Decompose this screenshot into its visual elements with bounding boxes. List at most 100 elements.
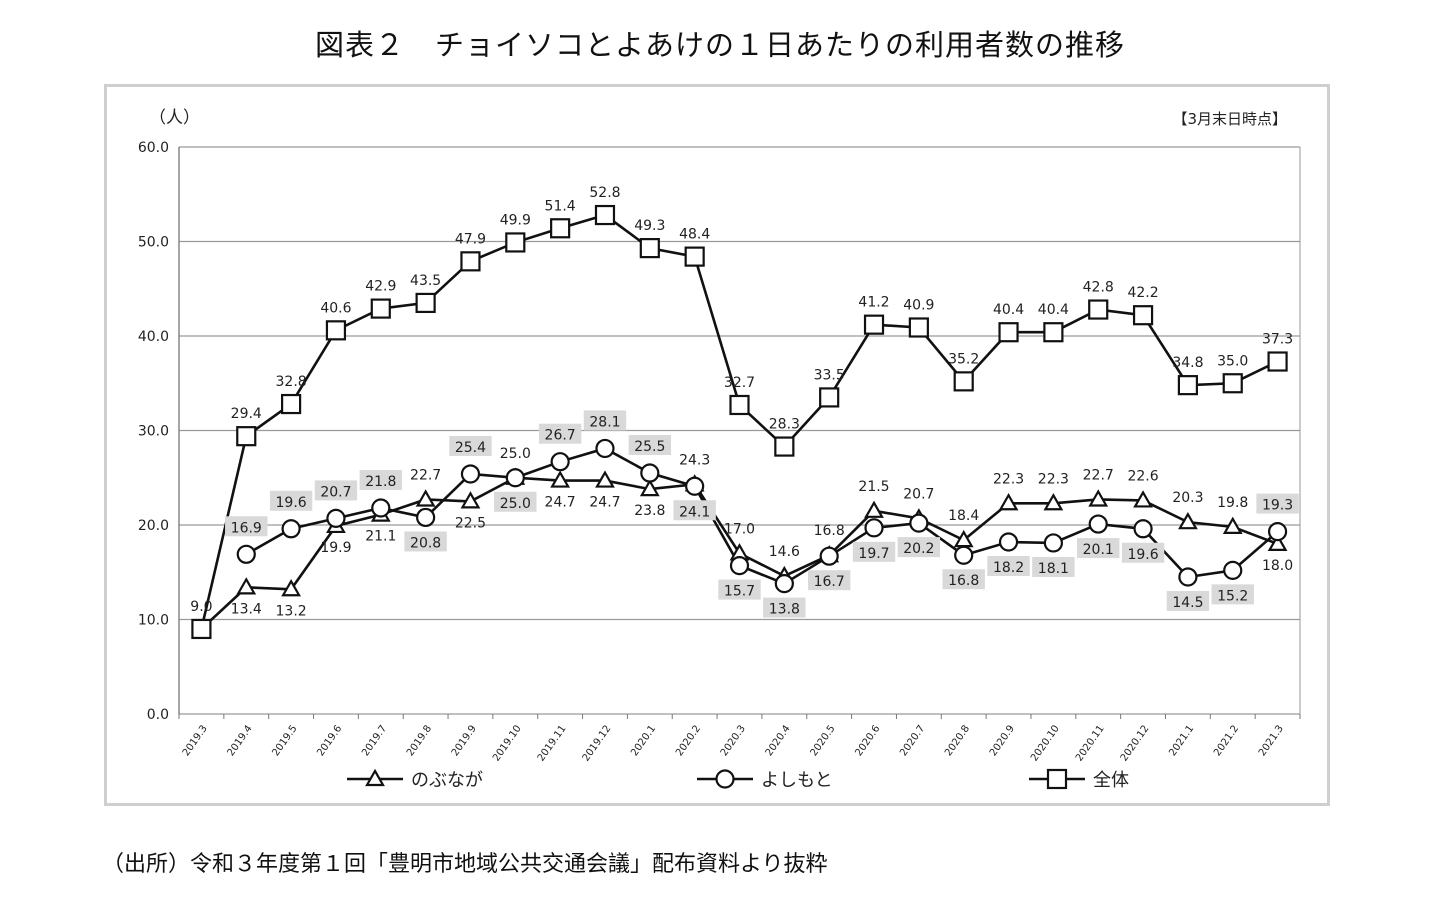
- data-label: 20.8: [410, 535, 441, 551]
- data-point-triangle: [1043, 493, 1064, 511]
- data-label: 48.4: [679, 227, 710, 243]
- data-point-circle: [640, 463, 660, 483]
- data-point-square: [415, 292, 436, 314]
- data-label: 41.2: [858, 295, 889, 311]
- x-tick-label: 2020.7: [898, 723, 927, 758]
- legend-label: のぶなが: [411, 770, 483, 791]
- data-label: 16.9: [231, 520, 262, 536]
- data-label: 49.3: [634, 218, 665, 234]
- data-point-square: [684, 246, 705, 267]
- x-tick-label: 2020.2: [674, 723, 703, 758]
- data-label-bg: [1211, 584, 1254, 605]
- data-label: 18.4: [948, 508, 979, 524]
- data-label-bg: [987, 556, 1030, 577]
- data-label: 35.0: [1217, 353, 1248, 369]
- data-label: 19.8: [1217, 495, 1248, 511]
- x-tick-label: 2019.3: [181, 723, 210, 758]
- data-label: 26.7: [545, 428, 576, 444]
- x-tick-label: 2020.5: [809, 723, 838, 758]
- data-label: 33.5: [814, 367, 845, 383]
- data-point-square: [819, 387, 840, 408]
- data-label: 28.3: [769, 417, 800, 433]
- data-point-circle: [1178, 567, 1198, 587]
- data-point-circle: [685, 476, 705, 496]
- x-tick-label: 2019.11: [536, 723, 569, 763]
- data-label: 40.4: [1038, 302, 1069, 318]
- data-point-triangle: [1088, 489, 1109, 507]
- data-label: 52.8: [589, 185, 620, 201]
- data-label: 17.0: [724, 521, 755, 537]
- data-label: 20.7: [903, 486, 934, 502]
- data-label: 29.4: [231, 406, 262, 422]
- data-point-circle: [460, 464, 481, 484]
- data-point-square: [594, 204, 616, 226]
- x-tick-label: 2019.10: [491, 723, 524, 763]
- data-label-bg: [673, 500, 716, 521]
- data-point-circle: [236, 544, 256, 564]
- x-tick-label: 2021.3: [1257, 723, 1286, 758]
- data-label: 19.6: [1127, 547, 1158, 563]
- data-point-circle: [819, 546, 839, 566]
- data-label: 13.2: [276, 603, 307, 619]
- legend-marker-triangle: [365, 768, 385, 787]
- x-tick-label: 2021.2: [1212, 723, 1241, 758]
- data-label: 25.0: [500, 446, 531, 462]
- data-point-triangle: [550, 470, 571, 488]
- data-label: 13.8: [769, 602, 800, 618]
- data-label: 25.5: [634, 439, 665, 455]
- chart-frame: 0.0 10.0 20.0 30.0 40.0 50.0 60.0 2019.3 2019.4 2…: [104, 84, 1330, 806]
- data-label: 14.6: [769, 544, 800, 560]
- data-label-bg: [1077, 538, 1120, 559]
- y-tick-label: 20.0: [138, 518, 169, 534]
- data-label: 22.5: [455, 515, 486, 531]
- data-point-circle: [326, 508, 346, 528]
- data-point-square: [953, 371, 974, 392]
- x-tick-label: 2019.9: [450, 723, 479, 758]
- x-tick-label: 2019.8: [405, 723, 434, 758]
- x-tick-label: 2020.11: [1074, 723, 1107, 763]
- data-point-triangle: [236, 577, 257, 595]
- data-label: 47.9: [455, 231, 486, 247]
- data-label: 18.0: [1262, 558, 1293, 574]
- data-point-circle: [595, 438, 615, 459]
- legend-label: 全体: [1093, 770, 1129, 791]
- data-label: 24.7: [545, 495, 576, 511]
- data-point-circle: [1267, 522, 1288, 542]
- data-label-bg: [763, 597, 806, 618]
- data-label: 51.4: [545, 198, 576, 214]
- data-label: 40.9: [903, 297, 934, 313]
- data-point-circle: [281, 519, 301, 539]
- data-label: 20.1: [1083, 542, 1114, 558]
- data-label: 21.5: [858, 479, 889, 495]
- data-label: 25.0: [500, 496, 531, 512]
- x-tick-label: 2021.1: [1167, 723, 1196, 758]
- data-point-circle: [550, 452, 570, 472]
- data-point-square: [1267, 351, 1288, 372]
- data-point-circle: [1043, 533, 1063, 553]
- data-label-bg: [942, 569, 985, 590]
- data-label: 16.8: [948, 573, 979, 589]
- data-label-bg: [583, 410, 627, 431]
- data-point-square: [550, 218, 571, 239]
- data-label: 42.9: [365, 279, 396, 295]
- y-tick-label: 50.0: [138, 235, 169, 251]
- data-point-square: [1222, 373, 1243, 394]
- data-label: 19.9: [320, 540, 351, 556]
- data-point-circle: [1223, 560, 1243, 580]
- data-point-square: [325, 320, 347, 341]
- data-point-circle: [729, 556, 750, 576]
- data-label-bg: [1256, 493, 1299, 514]
- data-point-triangle: [1267, 533, 1288, 551]
- y-unit-label: （人）: [149, 108, 200, 128]
- data-label: 19.7: [858, 546, 889, 562]
- source-note: （出所）令和３年度第１回「豊明市地域公共交通会議」配布資料より抜粋: [102, 852, 828, 877]
- data-label: 28.1: [589, 414, 620, 430]
- chart-note: 【3月末日時点】: [1172, 110, 1287, 128]
- data-point-circle: [864, 518, 884, 538]
- data-point-square: [236, 426, 257, 447]
- data-point-square: [729, 394, 750, 416]
- data-label-bg: [807, 570, 851, 591]
- y-tick-label: 10.0: [138, 613, 169, 629]
- data-label-bg: [1121, 542, 1165, 563]
- data-label: 34.8: [1172, 355, 1203, 371]
